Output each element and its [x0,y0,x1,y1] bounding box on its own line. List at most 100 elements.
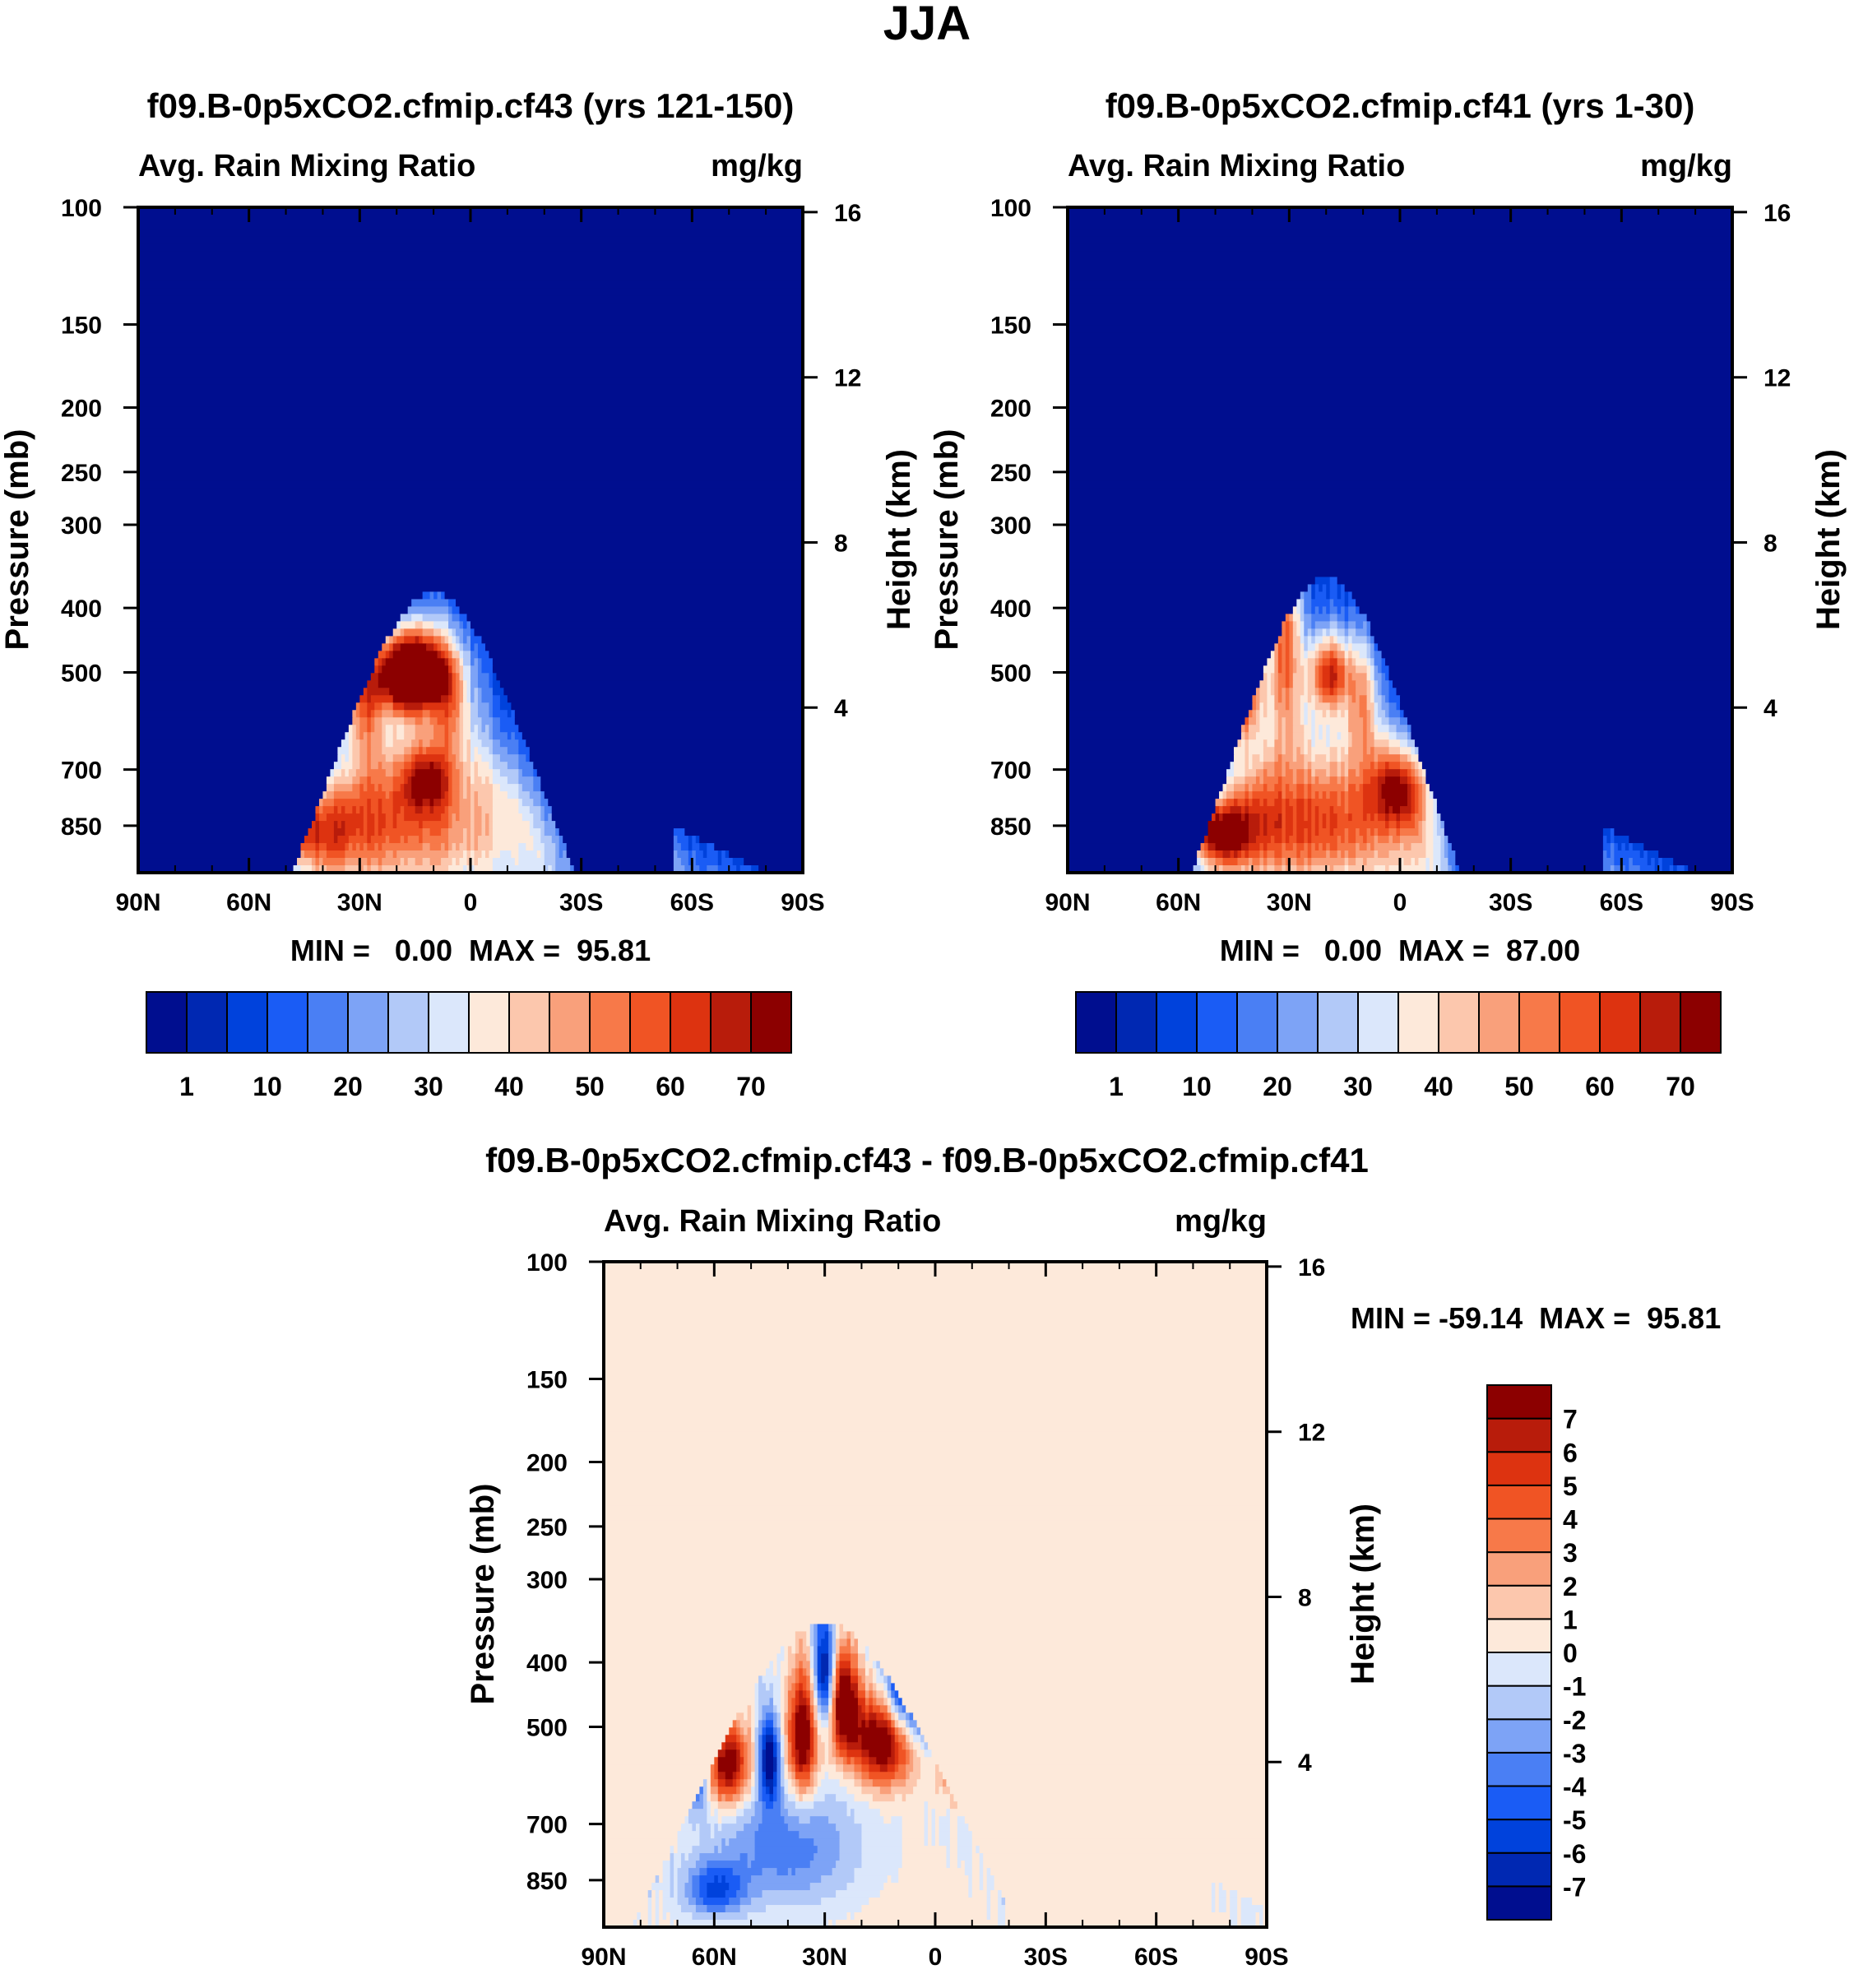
heatmap-cell [466,747,471,755]
y-tick-label: 300 [61,512,102,540]
heatmap-cell [470,717,483,725]
heatmap-cell [1292,791,1297,799]
heatmap-cell [836,1668,841,1676]
heatmap-cell [1436,828,1445,836]
colorbar-label: 10 [253,1072,282,1101]
heatmap-cell [1388,732,1397,740]
heatmap-cell [1385,762,1390,770]
heatmap-cell [604,1861,664,1869]
heatmap-cell [828,1690,833,1698]
heatmap-cell [670,1883,674,1891]
heatmap-cell [776,1712,781,1721]
colorbar-box [1486,1584,1552,1620]
y-tick-label: 200 [526,1450,568,1477]
heatmap-cell [909,1735,914,1743]
heatmap-cell [832,1683,837,1691]
heatmap-cell [857,1675,863,1684]
heatmap-cell [1068,280,1733,290]
heatmap-cell [662,1861,671,1869]
heatmap-cell [813,1764,818,1773]
heatmap-cell [367,739,372,748]
heatmap-cell [795,1727,811,1735]
heatmap-cell [521,784,534,792]
heatmap-cell [1425,784,1430,792]
heatmap-cell [1248,850,1261,859]
heatmap-cell [1068,843,1202,851]
heatmap-cell [1289,799,1297,807]
heatmap-cell [1207,865,1217,874]
heatmap-cell [474,806,483,814]
heatmap-cell [876,1690,884,1698]
heatmap-cell [795,1794,800,1802]
heatmap-cell [355,725,360,733]
heatmap-cell [854,1794,874,1802]
heatmap-cell [315,806,320,814]
heatmap-cell [138,821,313,829]
heatmap-cell [514,710,804,718]
heatmap-cell [363,732,368,740]
heatmap-cell [1255,732,1275,740]
heatmap-cell [846,1631,851,1640]
heatmap-cell [507,695,804,703]
heatmap-cell [138,843,302,851]
colorbar-label: -6 [1563,1839,1586,1869]
heatmap-cell [374,665,379,674]
heatmap-cell [363,784,368,792]
heatmap-cell [555,850,560,859]
heatmap-cell [791,1772,796,1780]
heatmap-cell [891,1742,896,1750]
heatmap-cell [659,1912,664,1921]
heatmap-cell [707,1883,730,1891]
heatmap-cell [986,1890,991,1898]
heatmap-cell [1374,658,1383,666]
heatmap-cell [806,1786,814,1795]
heatmap-cell [1259,695,1268,703]
heatmap-cell [1300,717,1305,725]
heatmap-cell [787,1809,848,1817]
heatmap-cell [444,732,449,740]
heatmap-cell [1400,717,1408,725]
heatmap-cell [817,1735,822,1743]
heatmap-cell [809,1705,814,1713]
heatmap-cell [659,1920,671,1928]
heatmap-cell [1363,784,1379,792]
heatmap-cell [979,1875,984,1884]
heatmap-cell [1285,843,1294,851]
heatmap-cell [1267,821,1275,829]
heatmap-cell [484,725,490,733]
heatmap-cell [1274,665,1279,674]
heatmap-cell [1378,725,1390,733]
heatmap-cell [851,1809,855,1817]
heatmap-cell [891,1779,906,1787]
heatmap-cell [1348,688,1356,696]
heatmap-cell [533,836,541,844]
heatmap-cell [540,828,545,836]
heatmap-cell [762,1816,786,1824]
heatmap-cell [1285,784,1290,792]
heatmap-cell [311,821,317,829]
heatmap-cell [787,1868,792,1876]
heatmap-cell [674,1846,679,1854]
heatmap-cell [407,799,416,807]
heatmap-cell [1068,406,1733,415]
heatmap-cell [345,828,357,836]
heatmap-cell [444,739,449,748]
heatmap-cell [677,1898,689,1906]
heatmap-cell [452,784,461,792]
heatmap-cell [477,843,494,851]
heatmap-cell [758,1698,771,1706]
heatmap-cell [359,784,364,792]
heatmap-cell [1068,384,1733,393]
heatmap-cell [1267,739,1275,748]
heatmap-cell [474,791,479,799]
heatmap-cell [846,1749,863,1758]
heatmap-cell [739,1883,749,1891]
heatmap-cell [1356,621,1364,629]
heatmap-cell [931,1831,936,1839]
heatmap-cell [721,1794,726,1802]
heatmap-cell [1068,680,1261,688]
heatmap-cell [702,850,707,859]
heatmap-cell [957,1838,973,1847]
heatmap-cell [477,762,490,770]
heatmap-cell [1068,236,1733,245]
